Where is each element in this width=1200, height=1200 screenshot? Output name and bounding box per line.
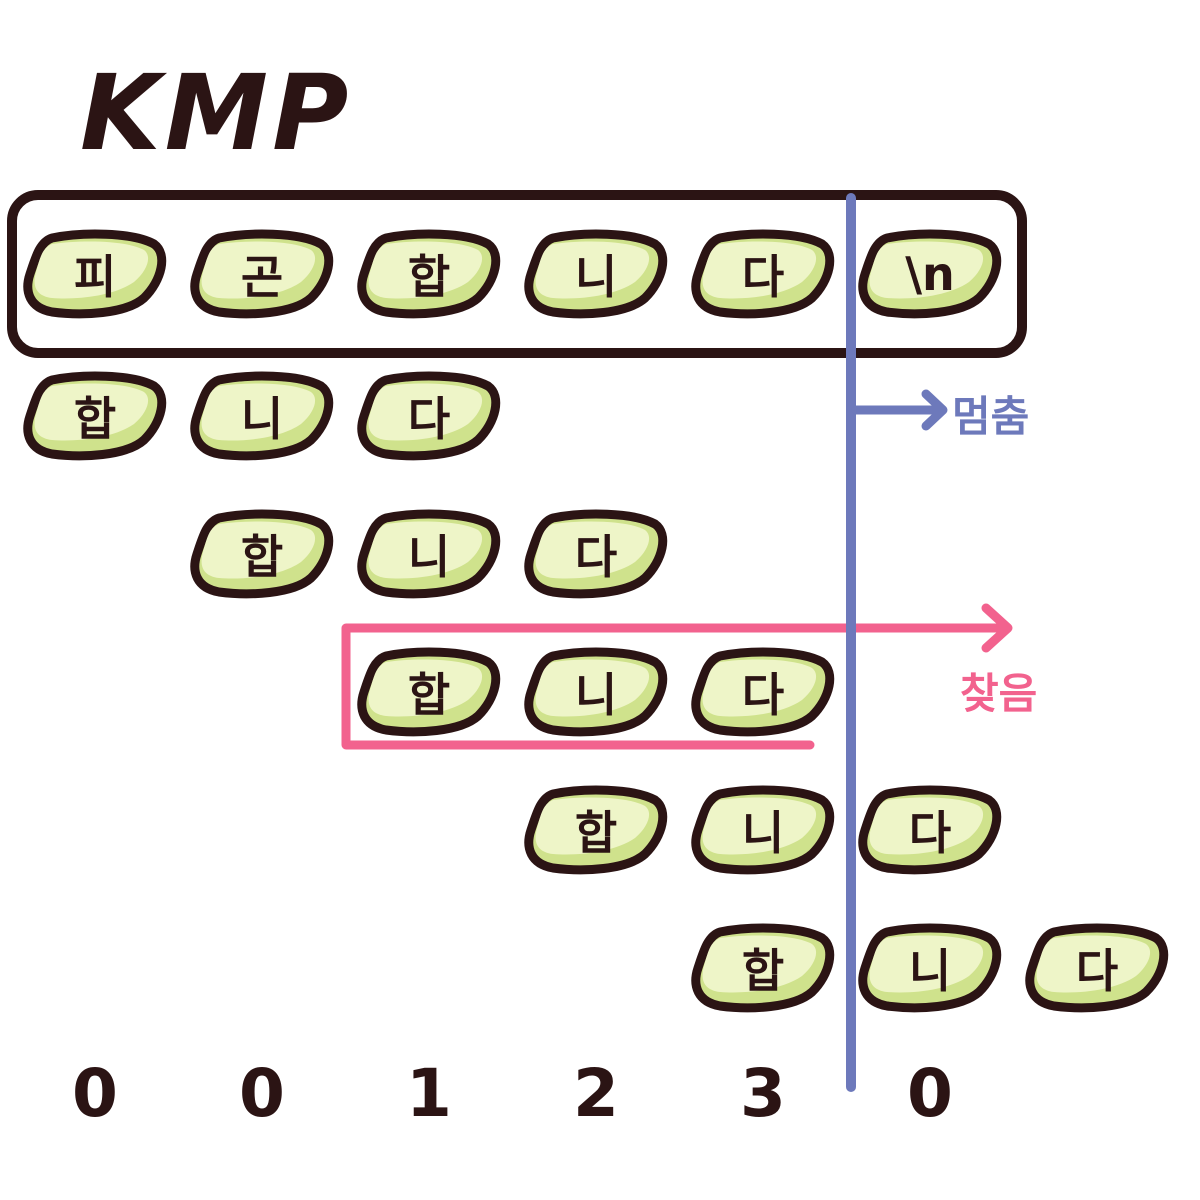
- failure-index-3: 2: [573, 1055, 619, 1132]
- pattern-row-4-char-1-label: 니: [908, 944, 952, 998]
- failure-index-0: 0: [72, 1055, 118, 1132]
- pattern-row-2-char-2: 다: [690, 647, 836, 737]
- text-char-1-label: 곤: [240, 250, 284, 304]
- stop-label: 멈춤: [952, 392, 1030, 441]
- pattern-row-2-char-1: 니: [523, 647, 669, 737]
- found-bracket: [341, 623, 1009, 750]
- pattern-row-1-char-1-label: 니: [407, 530, 451, 584]
- text-char-0: 피: [22, 229, 168, 319]
- pattern-row-3-char-2: 다: [857, 785, 1003, 875]
- pattern-row-3-char-1: 니: [690, 785, 836, 875]
- pattern-row-2-char-2-label: 다: [741, 668, 785, 722]
- text-char-3: 니: [523, 229, 669, 319]
- failure-index-1: 0: [239, 1055, 285, 1132]
- pattern-row-0-char-2-label: 다: [407, 392, 451, 446]
- pattern-row-0-char-2: 다: [356, 371, 502, 461]
- pattern-row-2-char-0-label: 합: [407, 668, 451, 722]
- pattern-row-2-char-1-label: 니: [574, 668, 618, 722]
- text-char-3-label: 니: [574, 250, 618, 304]
- diagram-title: KMP: [80, 52, 353, 174]
- pattern-row-3-char-0: 합: [523, 785, 669, 875]
- pattern-row-0-char-0-label: 합: [73, 392, 117, 446]
- text-char-0-label: 피: [73, 250, 117, 304]
- pattern-row-4-char-2: 다: [1024, 923, 1170, 1013]
- pattern-row-3-char-1-label: 니: [741, 806, 785, 860]
- pattern-row-3-char-0-label: 합: [574, 806, 618, 860]
- failure-index-2: 1: [406, 1055, 452, 1132]
- text-char-2-label: 합: [407, 250, 451, 304]
- text-row-frame: [7, 190, 1027, 358]
- pattern-row-0-char-1-label: 니: [240, 392, 284, 446]
- pattern-row-4-char-1: 니: [857, 923, 1003, 1013]
- text-char-4-label: 다: [741, 250, 785, 304]
- failure-index-5: 0: [907, 1055, 953, 1132]
- pattern-row-1-char-1: 니: [356, 509, 502, 599]
- pattern-row-1-char-0-label: 합: [240, 530, 284, 584]
- found-label: 찾음: [960, 669, 1038, 718]
- pattern-row-0-char-0: 합: [22, 371, 168, 461]
- pattern-row-4-char-0-label: 합: [741, 944, 785, 998]
- pattern-row-1-char-2: 다: [523, 509, 669, 599]
- text-char-5: \n: [857, 229, 1003, 319]
- pattern-row-4-char-0: 합: [690, 923, 836, 1013]
- text-char-1: 곤: [189, 229, 335, 319]
- pattern-row-2-char-0: 합: [356, 647, 502, 737]
- pattern-row-1-char-2-label: 다: [574, 530, 618, 584]
- failure-index-4: 3: [740, 1055, 786, 1132]
- text-char-4: 다: [690, 229, 836, 319]
- text-char-2: 합: [356, 229, 502, 319]
- pattern-row-0-char-1: 니: [189, 371, 335, 461]
- pattern-row-3-char-2-label: 다: [908, 806, 952, 860]
- pattern-row-4-char-2-label: 다: [1075, 944, 1119, 998]
- found-arrow-head: [981, 603, 1013, 653]
- text-char-5-label: \n: [905, 247, 955, 301]
- pattern-row-1-char-0: 합: [189, 509, 335, 599]
